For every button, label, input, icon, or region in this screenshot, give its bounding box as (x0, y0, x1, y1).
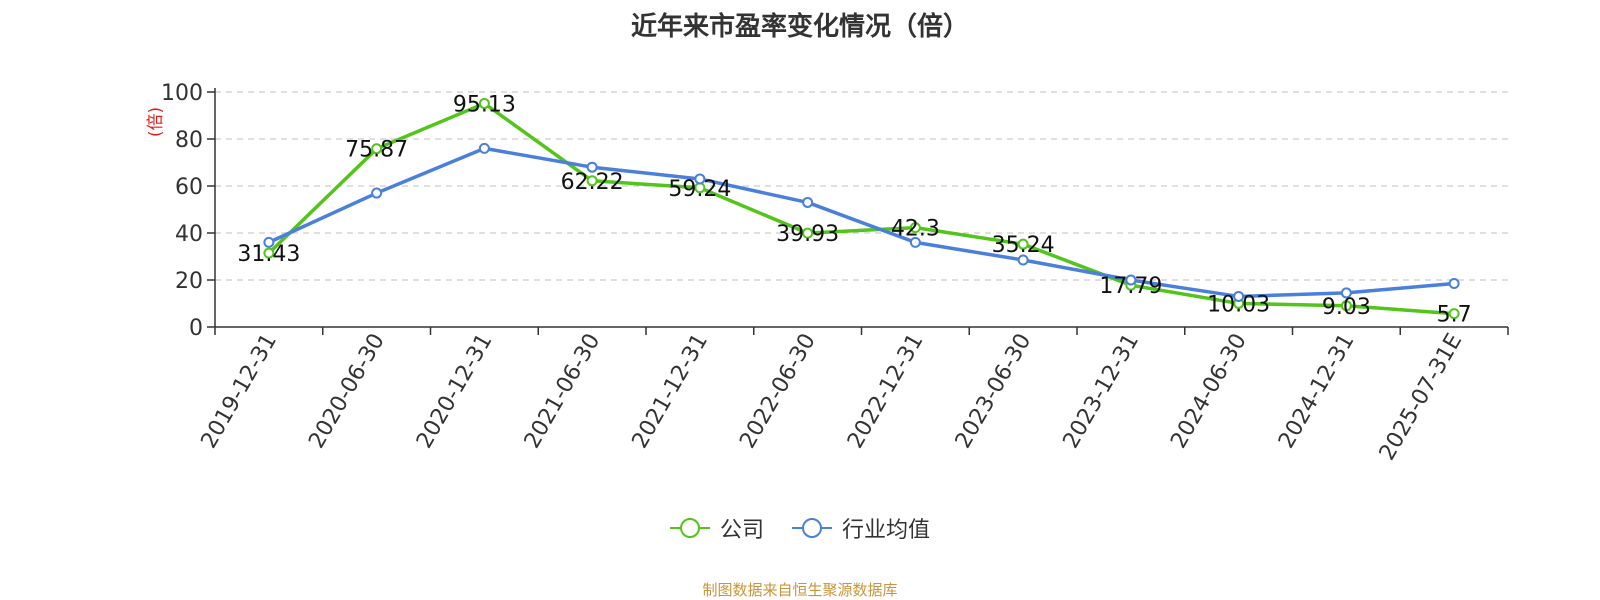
y-tick-label: 60 (175, 175, 203, 200)
data-label: 5.7 (1437, 303, 1472, 328)
y-tick-label: 20 (175, 269, 203, 294)
data-label: 35.24 (992, 233, 1055, 258)
data-point-0[interactable] (478, 97, 490, 109)
data-label: 42.3 (891, 217, 940, 242)
x-tick-label: 2022-06-30 (735, 330, 821, 453)
x-tick-label: 2023-06-30 (951, 330, 1037, 453)
data-point-0[interactable] (1017, 238, 1029, 250)
data-point-1[interactable] (478, 142, 490, 154)
data-label: 9.03 (1322, 295, 1371, 320)
legend-item-industry[interactable]: 行业均值 (792, 512, 930, 544)
data-point-1[interactable] (1340, 287, 1352, 299)
chart-title: 近年来市盈率变化情况（倍） (630, 12, 969, 42)
data-label: 75.87 (345, 138, 408, 163)
y-tick-label: 0 (189, 316, 203, 341)
x-tick-label: 2020-12-31 (412, 330, 498, 453)
source-note: 制图数据来自恒生聚源数据库 (702, 581, 898, 599)
data-point-0[interactable] (909, 222, 921, 234)
data-point-0[interactable] (263, 247, 275, 259)
grid-lines (215, 91, 1508, 281)
data-point-1[interactable] (1017, 254, 1029, 266)
y-tick-label: 100 (161, 81, 203, 106)
legend-item-company[interactable]: 公司 (669, 512, 764, 544)
data-point-0[interactable] (371, 143, 383, 155)
legend-marker-company-icon (669, 518, 710, 538)
x-tick-label: 2025-07-31E (1375, 330, 1468, 465)
y-tick-label: 80 (175, 128, 203, 153)
data-label: 31.43 (237, 242, 300, 267)
x-tick-label: 2021-06-30 (520, 330, 606, 453)
x-tick-label: 2022-12-31 (843, 330, 929, 453)
data-point-0[interactable] (1340, 300, 1352, 312)
x-tick-label: 2023-12-31 (1058, 330, 1144, 453)
data-label: 39.93 (776, 222, 839, 247)
series-line-0 (267, 101, 1455, 316)
data-point-0[interactable] (802, 227, 814, 239)
data-point-1[interactable] (263, 236, 275, 248)
data-point-1[interactable] (586, 161, 598, 173)
data-point-1[interactable] (1125, 274, 1137, 286)
y-tick-label: 40 (175, 222, 203, 247)
legend-marker-industry-icon (792, 518, 832, 538)
x-tick-label: 2024-12-31 (1274, 330, 1360, 453)
series-line-1 (268, 146, 1455, 299)
x-tick-label: 2020-06-30 (304, 330, 390, 453)
data-point-1[interactable] (802, 196, 814, 208)
data-label: 17.79 (1099, 274, 1162, 299)
data-label: 95.13 (453, 92, 516, 117)
data-label: 59.24 (668, 177, 731, 202)
data-point-1[interactable] (694, 173, 706, 185)
legend-label-company: 公司 (719, 518, 764, 543)
legend: 公司 行业均值 (0, 512, 1600, 544)
x-tick-label: 2024-06-30 (1166, 330, 1252, 453)
data-point-1[interactable] (1448, 278, 1460, 290)
data-point-1[interactable] (371, 187, 383, 199)
data-point-0[interactable] (586, 175, 598, 187)
data-point-0[interactable] (1448, 308, 1460, 320)
legend-label-industry: 行业均值 (842, 518, 931, 543)
x-tick-label: 2021-12-31 (627, 330, 713, 453)
series-lines (263, 97, 1460, 320)
data-labels: 31.43 75.87 95.13 62.22 59.24 39.93 42.3 35.24 1… (237, 92, 1471, 327)
data-point-1[interactable] (909, 236, 921, 248)
data-point-1[interactable] (1233, 290, 1245, 302)
y-axis-title: (倍) (146, 107, 166, 137)
data-label: 62.22 (561, 170, 624, 195)
data-label: 10.03 (1207, 292, 1270, 317)
x-tick-label: 2019-12-31 (196, 330, 282, 453)
